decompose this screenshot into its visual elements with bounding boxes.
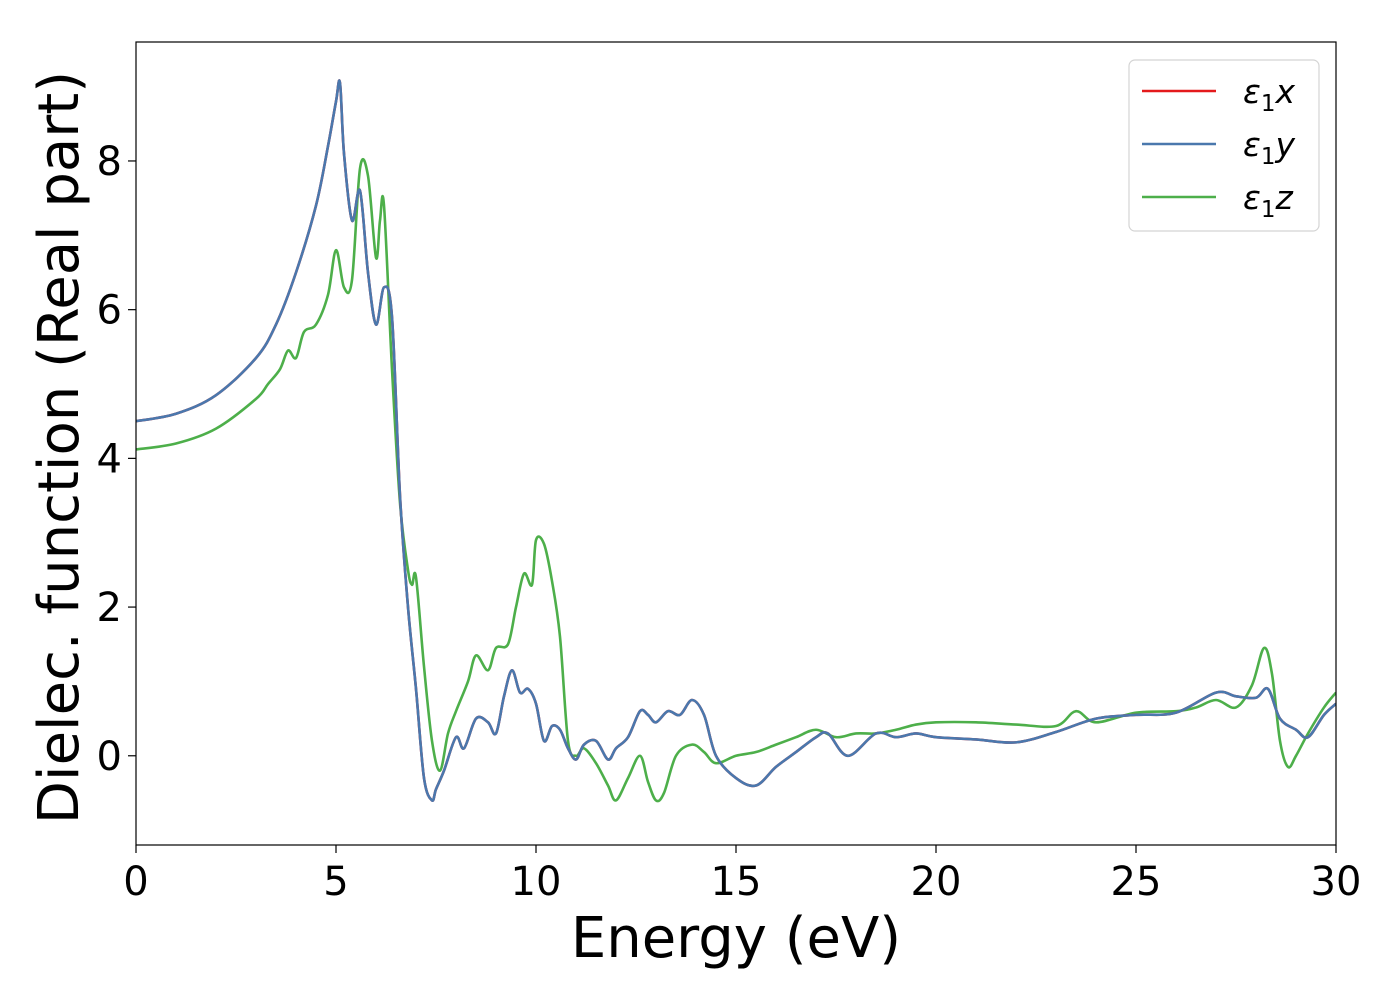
y-tick-label: 8: [97, 139, 122, 185]
x-tick-label: 25: [1111, 859, 1162, 905]
x-axis-label: Energy (eV): [571, 906, 901, 971]
x-axis-ticks: 0 5 10 15 20 25 30: [123, 845, 1361, 905]
legend-label-x: ε1x: [1243, 72, 1295, 117]
y-axis-ticks: 0 2 4 6 8: [97, 139, 136, 780]
x-tick-label: 30: [1311, 859, 1362, 905]
legend-label-y: ε1y: [1243, 125, 1295, 170]
x-tick-label: 15: [711, 859, 762, 905]
y-tick-label: 4: [97, 436, 122, 482]
y-tick-label: 0: [97, 734, 122, 780]
y-tick-label: 2: [97, 585, 122, 631]
series-line-z: [136, 157, 1336, 803]
y-axis-label: Dielec. function (Real part): [27, 71, 92, 824]
legend-box: [1128, 59, 1320, 232]
x-tick-label: 5: [323, 859, 348, 905]
x-tick-label: 20: [911, 859, 962, 905]
series-line-y: [136, 79, 1336, 802]
legend: ε1x ε1y ε1z: [1128, 59, 1320, 232]
x-tick-label: 0: [123, 859, 148, 905]
y-tick-label: 6: [97, 288, 122, 334]
legend-label-z: ε1z: [1243, 178, 1293, 223]
x-tick-label: 10: [511, 859, 562, 905]
